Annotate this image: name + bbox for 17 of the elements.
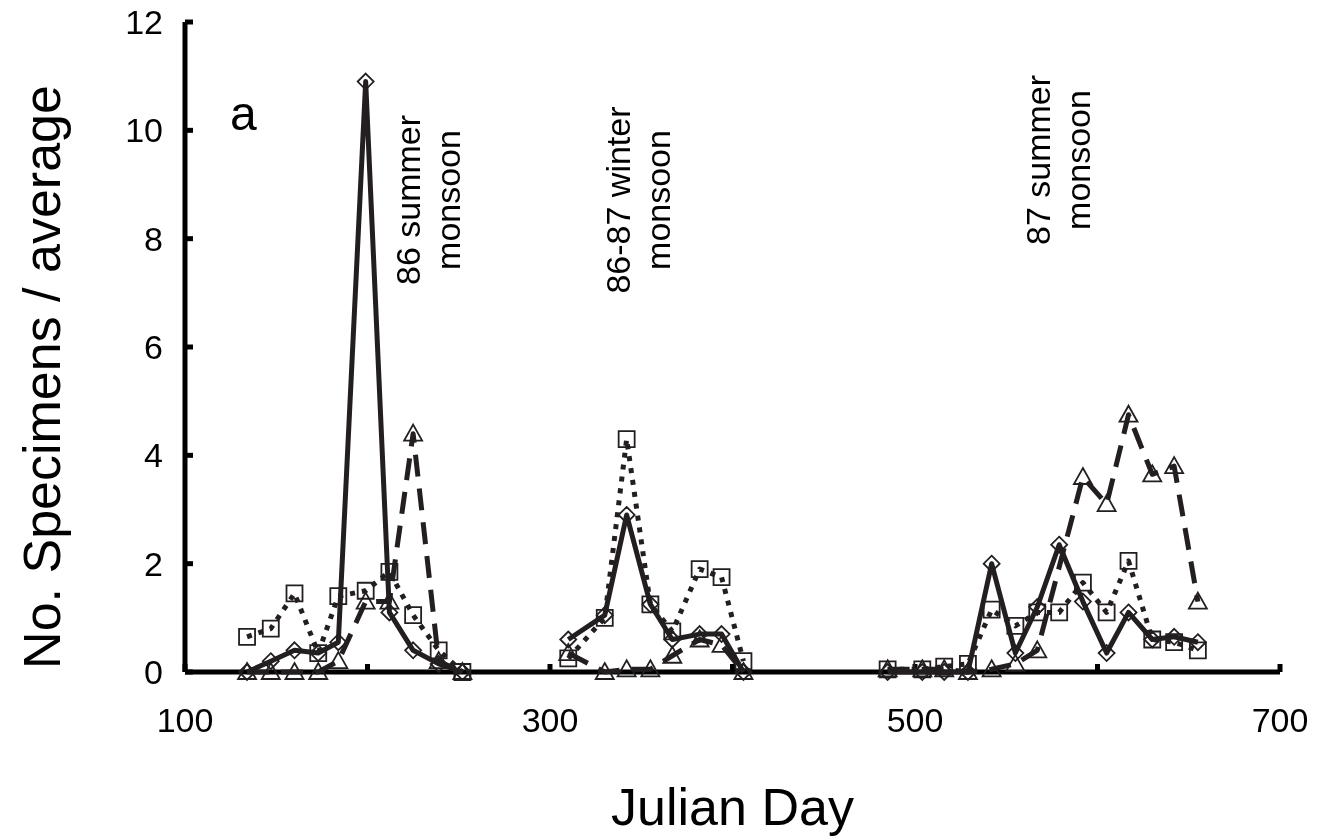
annotation: 86 summer monsoon bbox=[389, 114, 467, 286]
y-tick-label: 8 bbox=[144, 219, 163, 258]
y-tick-label: 10 bbox=[125, 111, 163, 150]
annotation: 86-87 winter monsoon bbox=[599, 106, 677, 294]
x-tick-label: 300 bbox=[521, 701, 579, 739]
y-tick-label: 4 bbox=[144, 436, 163, 475]
annotation: 87 summer monsoon bbox=[1019, 74, 1097, 246]
y-tick-label: 2 bbox=[144, 544, 163, 583]
x-tick-label: 700 bbox=[1251, 701, 1309, 739]
y-tick-label: 0 bbox=[144, 652, 163, 691]
y-tick-label: 12 bbox=[125, 2, 163, 41]
annotation: a bbox=[230, 87, 257, 140]
y-axis-title: No. Specimens / average bbox=[13, 85, 71, 669]
y-tick-label: 6 bbox=[144, 327, 163, 366]
x-tick-label: 100 bbox=[156, 701, 214, 739]
x-axis-title: Julian Day bbox=[611, 778, 854, 836]
x-tick-label: 500 bbox=[886, 701, 944, 739]
